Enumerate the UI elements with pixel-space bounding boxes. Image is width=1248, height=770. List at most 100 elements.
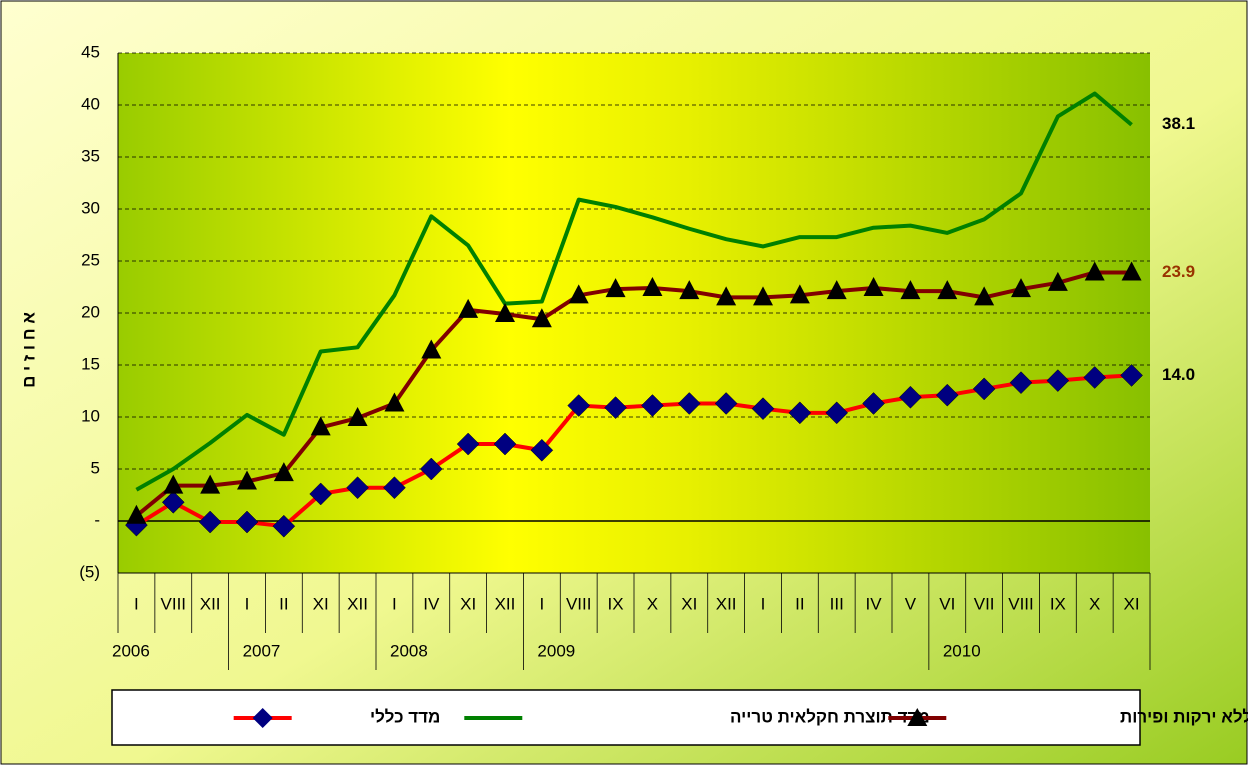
marker (937, 280, 958, 300)
x-tick-label: I (134, 594, 139, 613)
x-tick-label: I (245, 594, 250, 613)
x-tick-label: VIII (566, 594, 592, 613)
marker (383, 476, 406, 500)
marker (493, 432, 517, 456)
legend-marker (907, 708, 928, 726)
x-tick-label: II (795, 594, 804, 613)
year-label: 2009 (537, 641, 575, 660)
marker (495, 303, 515, 323)
marker (1083, 366, 1107, 389)
x-tick-label: X (1089, 594, 1100, 613)
marker (1084, 261, 1105, 281)
y-tick-label: 20 (81, 302, 100, 321)
marker (310, 416, 331, 436)
y-tick-label: 5 (91, 458, 100, 477)
x-tick-label: XII (495, 594, 516, 613)
marker (384, 392, 405, 412)
series-line (135, 91, 1133, 492)
marker (604, 396, 627, 419)
marker (1046, 369, 1070, 392)
marker (531, 308, 552, 328)
x-tick-label: II (279, 594, 288, 613)
marker (1120, 364, 1143, 387)
marker (346, 476, 369, 500)
marker (1047, 271, 1068, 291)
x-tick-label: VIII (161, 594, 187, 613)
legend-marker (252, 708, 273, 728)
year-label: 2010 (943, 641, 981, 660)
marker (530, 438, 554, 462)
x-tick-label: XI (460, 594, 476, 613)
marker (974, 286, 995, 306)
marker (1121, 261, 1142, 281)
marker (419, 457, 443, 481)
y-tick-label: 10 (81, 406, 100, 425)
year-label: 2008 (390, 641, 428, 660)
marker (935, 383, 959, 407)
marker (826, 280, 847, 300)
marker (163, 474, 184, 494)
marker (899, 385, 922, 409)
series-line (135, 270, 1132, 518)
y-tick-label: 15 (81, 354, 100, 373)
marker (1009, 371, 1033, 395)
legend-label: מדד תוצרת חקלאית טרייה (730, 707, 930, 726)
y-tick-label: - (94, 510, 100, 529)
marker (751, 397, 775, 421)
marker (456, 432, 480, 456)
marker (716, 286, 737, 306)
x-tick-label: XI (313, 594, 329, 613)
y-tick-label: 45 (81, 42, 100, 61)
marker (900, 280, 921, 300)
y-tick-label: 25 (81, 250, 100, 269)
y-tick-label: 30 (81, 198, 100, 217)
y-tick-label: 35 (81, 146, 100, 165)
marker (862, 392, 885, 415)
x-tick-label: VII (974, 594, 995, 613)
marker (235, 510, 259, 534)
x-tick-label: XII (347, 594, 368, 613)
value-label: 14.0 (1162, 365, 1195, 384)
marker (273, 462, 294, 482)
marker (200, 474, 221, 494)
marker (567, 394, 591, 417)
x-tick-label: XII (716, 594, 737, 613)
x-tick-label: X (647, 594, 658, 613)
marker (605, 278, 626, 298)
marker (309, 482, 333, 506)
legend-label: מזון ללא ירקות ופירות (1120, 707, 1248, 726)
y-tick-label: (5) (79, 562, 100, 581)
y-axis-title: א ח ו ז י ם (19, 312, 38, 388)
marker (458, 298, 479, 318)
year-label: 2006 (112, 641, 150, 660)
marker (421, 339, 442, 359)
marker (161, 490, 185, 514)
legend-label: מדד כללי (370, 707, 440, 726)
x-tick-label: I (392, 594, 397, 613)
x-tick-label: XII (200, 594, 221, 613)
marker (714, 392, 738, 415)
year-label: 2007 (243, 641, 281, 660)
x-tick-label: VI (939, 594, 955, 613)
marker (272, 514, 296, 538)
value-label: 38.1 (1162, 114, 1195, 133)
x-tick-label: IV (423, 594, 440, 613)
marker (568, 284, 589, 304)
x-tick-label: XI (681, 594, 697, 613)
x-tick-label: I (761, 594, 766, 613)
marker (677, 392, 701, 415)
marker (789, 284, 810, 304)
x-tick-label: XI (1124, 594, 1140, 613)
marker (641, 394, 664, 417)
marker (972, 377, 996, 401)
marker (1011, 278, 1031, 298)
marker (237, 470, 257, 490)
x-tick-label: IX (608, 594, 624, 613)
x-tick-label: IV (866, 594, 883, 613)
x-tick-label: IX (1050, 594, 1066, 613)
marker (788, 401, 812, 425)
marker (347, 407, 368, 427)
marker (825, 401, 849, 425)
marker (863, 277, 884, 297)
